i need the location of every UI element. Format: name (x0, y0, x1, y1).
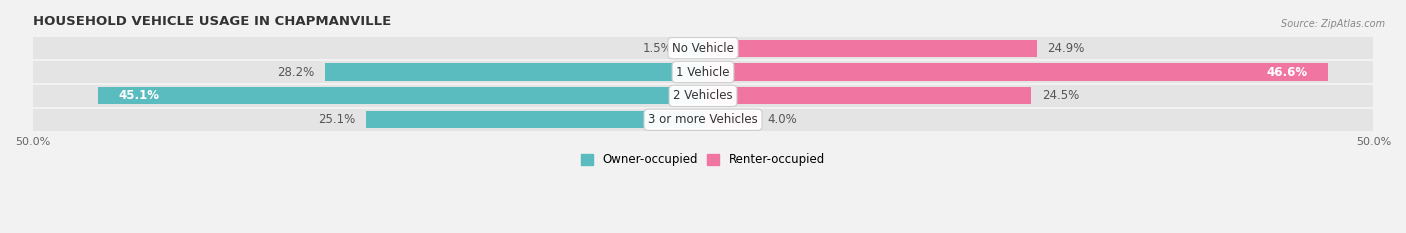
Bar (32, 61, 703, 83)
Bar (703, 87, 1032, 104)
Text: 45.1%: 45.1% (118, 89, 159, 102)
Text: 46.6%: 46.6% (1267, 65, 1308, 79)
Text: HOUSEHOLD VEHICLE USAGE IN CHAPMANVILLE: HOUSEHOLD VEHICLE USAGE IN CHAPMANVILLE (32, 15, 391, 28)
Bar (683, 40, 703, 57)
Bar (703, 40, 1036, 57)
Bar (325, 63, 703, 81)
Bar (32, 85, 703, 107)
Bar (32, 109, 703, 131)
Text: No Vehicle: No Vehicle (672, 42, 734, 55)
Bar (367, 111, 703, 128)
Text: Source: ZipAtlas.com: Source: ZipAtlas.com (1281, 19, 1385, 29)
Text: 1.5%: 1.5% (643, 42, 672, 55)
Text: 1 Vehicle: 1 Vehicle (676, 65, 730, 79)
Bar (703, 111, 756, 128)
Text: 2 Vehicles: 2 Vehicles (673, 89, 733, 102)
Legend: Owner-occupied, Renter-occupied: Owner-occupied, Renter-occupied (576, 149, 830, 171)
Bar (98, 87, 703, 104)
Text: 3 or more Vehicles: 3 or more Vehicles (648, 113, 758, 126)
Bar (703, 61, 1374, 83)
Bar (703, 63, 1327, 81)
Bar (32, 37, 703, 59)
Text: 4.0%: 4.0% (768, 113, 797, 126)
Text: 24.5%: 24.5% (1042, 89, 1080, 102)
Text: 28.2%: 28.2% (277, 65, 314, 79)
Text: 24.9%: 24.9% (1047, 42, 1085, 55)
Text: 25.1%: 25.1% (319, 113, 356, 126)
Bar (703, 85, 1374, 107)
Bar (703, 37, 1374, 59)
Bar (703, 109, 1374, 131)
